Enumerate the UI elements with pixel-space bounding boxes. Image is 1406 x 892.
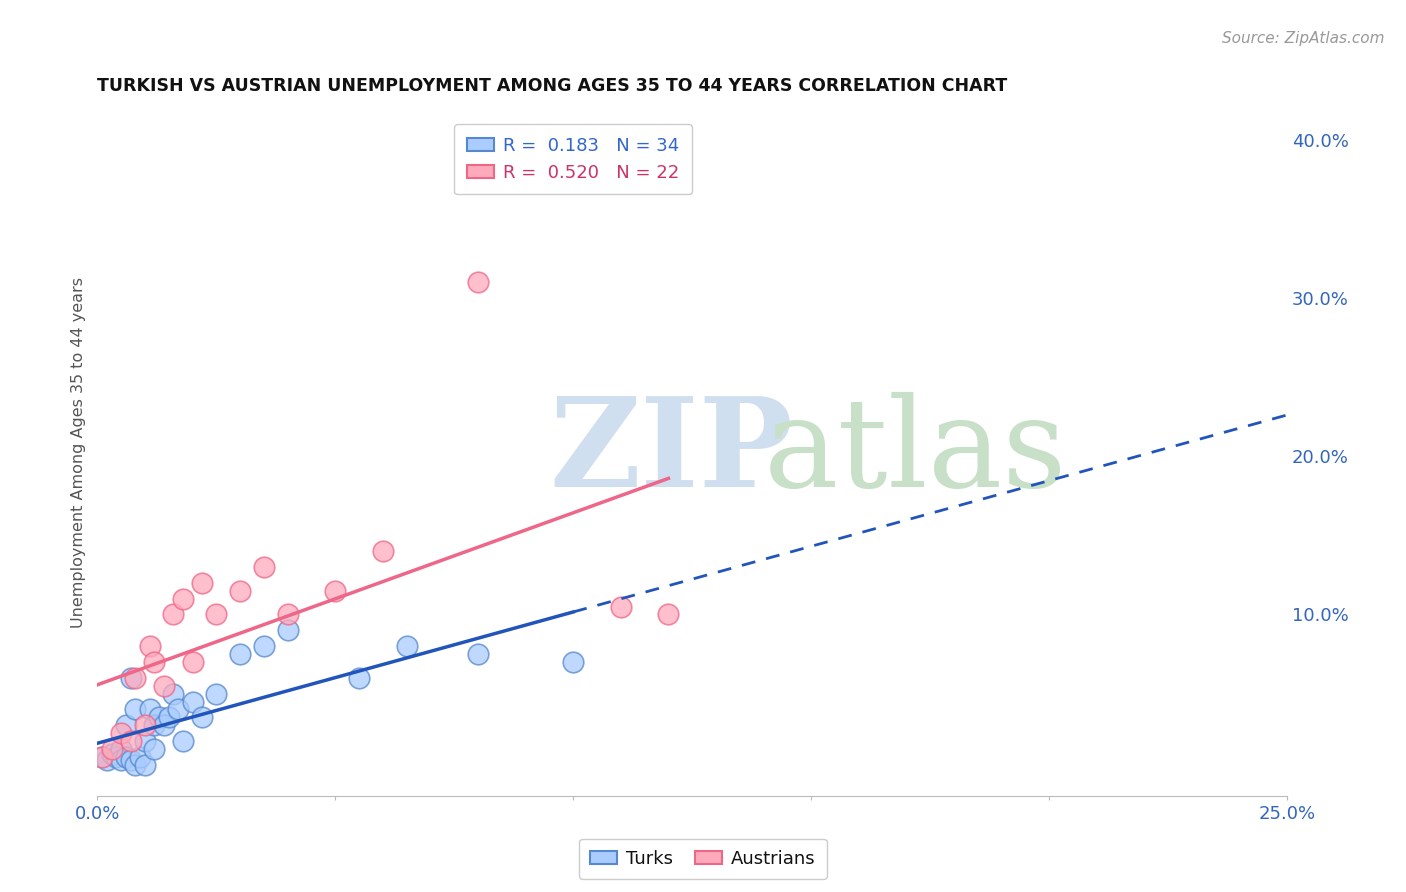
Text: Source: ZipAtlas.com: Source: ZipAtlas.com [1222,31,1385,46]
Point [205,607,228,622]
Point [115,750,138,764]
Point [562,655,585,669]
Point [277,607,299,622]
Point [115,718,138,732]
Point [124,702,146,716]
Point [162,607,184,622]
Point [120,734,142,748]
Point [371,544,394,558]
Point [134,757,156,772]
Point [138,702,160,716]
Legend: R =  0.183   N = 34, R =  0.520   N = 22: R = 0.183 N = 34, R = 0.520 N = 22 [454,124,692,194]
Point [253,639,276,653]
Point [110,753,132,767]
Point [134,718,156,732]
Point [191,575,214,590]
Point [157,710,180,724]
Point [100,742,122,756]
Point [610,599,633,614]
Text: ZIP: ZIP [550,392,793,513]
Point [467,647,489,661]
Point [105,750,128,764]
Point [120,671,142,685]
Point [124,757,146,772]
Point [91,750,114,764]
Point [205,687,228,701]
Point [129,750,152,764]
Point [467,275,489,289]
Point [657,607,679,622]
Point [120,753,142,767]
Point [229,647,252,661]
Point [181,694,204,708]
Point [134,734,156,748]
Point [153,679,176,693]
Point [181,655,204,669]
Point [153,718,176,732]
Point [110,726,132,740]
Text: atlas: atlas [763,392,1067,513]
Point [277,624,299,638]
Point [347,671,370,685]
Text: TURKISH VS AUSTRIAN UNEMPLOYMENT AMONG AGES 35 TO 44 YEARS CORRELATION CHART: TURKISH VS AUSTRIAN UNEMPLOYMENT AMONG A… [97,78,1008,95]
Point [143,718,166,732]
Point [143,655,166,669]
Point [229,583,252,598]
Point [172,734,194,748]
Point [172,591,194,606]
Point [191,710,214,724]
Point [253,560,276,574]
Point [96,753,118,767]
Point [162,687,184,701]
Y-axis label: Unemployment Among Ages 35 to 44 years: Unemployment Among Ages 35 to 44 years [72,277,86,628]
Legend: Turks, Austrians: Turks, Austrians [579,838,827,879]
Point [167,702,190,716]
Point [395,639,418,653]
Point [100,747,122,761]
Point [143,742,166,756]
Point [124,671,146,685]
Point [110,742,132,756]
Point [148,710,170,724]
Point [138,639,160,653]
Point [91,750,114,764]
Point [323,583,346,598]
